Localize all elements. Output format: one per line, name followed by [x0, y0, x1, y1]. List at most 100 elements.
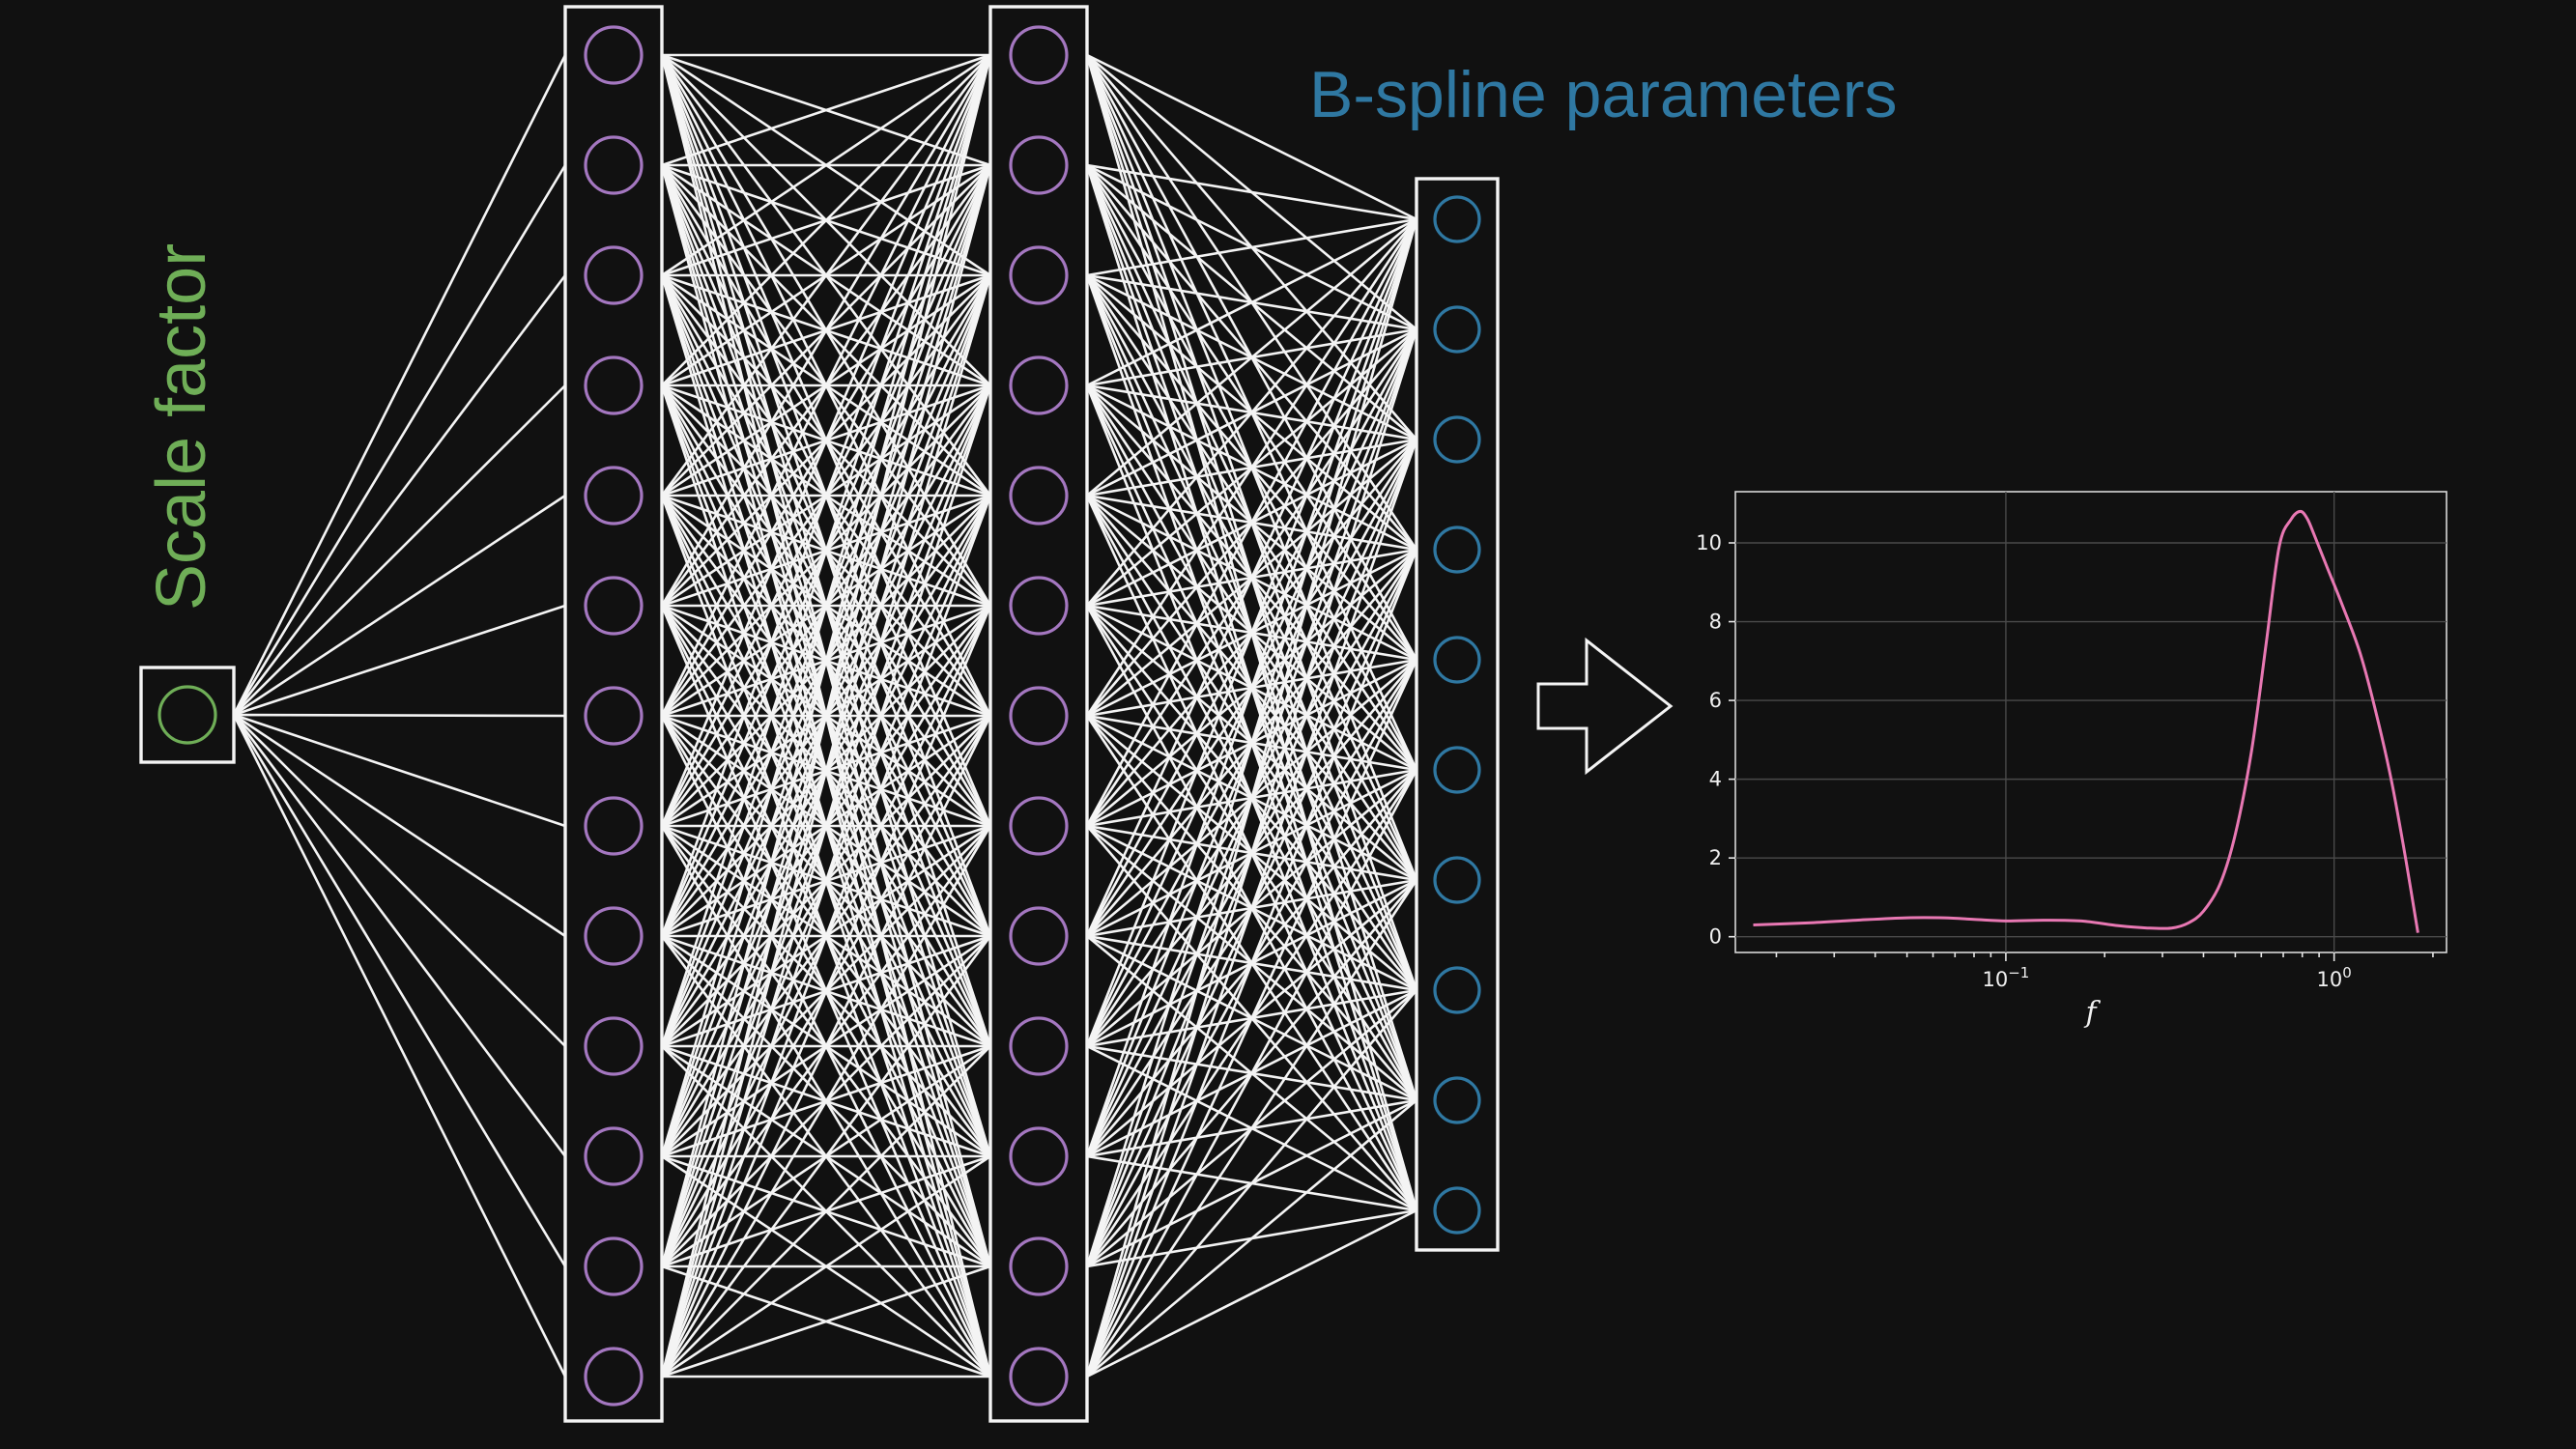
output-layer-label: B-spline parameters: [1309, 58, 1897, 131]
x-tick-label: 10−1: [1982, 964, 2029, 991]
connection-hidden-1-12-to-hidden-2-0: [660, 54, 992, 1378]
connection-hidden-2-1-to-output-0: [1086, 163, 1417, 221]
node-hidden-2-4: [1009, 466, 1069, 526]
node-hidden-1-0: [584, 25, 644, 85]
layer-hidden-1-box: [563, 5, 664, 1423]
node-hidden-1-5: [584, 576, 644, 636]
connection-hidden-1-3-to-hidden-2-0: [661, 54, 991, 386]
connection-hidden-2-12-to-output-1: [1085, 328, 1418, 1378]
connection-input-0-to-hidden-1-7: [233, 713, 566, 828]
connection-hidden-1-12-to-hidden-2-6: [660, 715, 992, 1378]
connection-hidden-1-12-to-hidden-2-7: [660, 825, 992, 1378]
x-axis-label: f: [2083, 996, 2101, 1030]
connection-input-0-to-hidden-1-5: [233, 604, 566, 717]
spline-chart: 0 2 4 6 8 10 10−1 100 f: [1696, 491, 2447, 1030]
connection-hidden-2-11-to-output-0: [1085, 218, 1418, 1267]
connection-hidden-2-8-to-output-0: [1085, 218, 1418, 937]
connection-hidden-2-9-to-output-0: [1085, 218, 1418, 1047]
node-output-6: [1433, 856, 1481, 904]
connection-hidden-2-7-to-output-0: [1085, 218, 1418, 827]
x-tick-label: 100: [2317, 964, 2352, 991]
y-tick-label: 4: [1709, 768, 1722, 791]
connection-hidden-2-12-to-output-7: [1086, 989, 1417, 1378]
connection-hidden-1-12-to-hidden-2-10: [661, 1154, 991, 1378]
node-hidden-1-7: [584, 796, 644, 856]
node-hidden-1-3: [584, 355, 644, 415]
right-arrow-icon: [1536, 637, 1674, 776]
connection-hidden-2-12-to-output-9: [1086, 1208, 1417, 1378]
layer-input: [139, 666, 236, 764]
connection-hidden-2-2-to-output-0: [1086, 217, 1417, 277]
connection-hidden-1-12-to-hidden-2-1: [660, 164, 992, 1378]
input-layer-label: Scale factor: [143, 243, 220, 611]
node-hidden-2-5: [1009, 576, 1069, 636]
node-hidden-1-9: [584, 1016, 644, 1076]
node-output-5: [1433, 746, 1481, 794]
node-hidden-1-4: [584, 466, 644, 526]
connection-hidden-1-12-to-hidden-2-5: [660, 605, 992, 1378]
connection-hidden-2-5-to-output-0: [1086, 218, 1417, 607]
connection-hidden-1-11-to-hidden-2-0: [660, 54, 992, 1267]
node-hidden-2-1: [1009, 135, 1069, 195]
node-output-1: [1433, 305, 1481, 354]
node-hidden-2-11: [1009, 1236, 1069, 1296]
chart-grid: [1735, 492, 2447, 952]
chart-ticks: 0 2 4 6 8 10 10−1 100: [1696, 531, 2434, 991]
connection-hidden-2-6-to-output-0: [1085, 218, 1418, 717]
layer-hidden-2: [988, 5, 1089, 1423]
node-input-0: [157, 685, 217, 745]
layer-hidden-1: [563, 5, 664, 1423]
node-hidden-1-10: [584, 1126, 644, 1186]
node-hidden-2-7: [1009, 796, 1069, 856]
node-hidden-1-8: [584, 906, 644, 966]
node-hidden-2-3: [1009, 355, 1069, 415]
connection-hidden-1-8-to-hidden-2-0: [660, 54, 992, 937]
connection-hidden-1-1-to-hidden-2-0: [661, 53, 991, 167]
node-output-7: [1433, 966, 1481, 1014]
network-connections: [232, 53, 1418, 1378]
connection-hidden-2-3-to-output-0: [1086, 217, 1417, 387]
connection-hidden-1-6-to-hidden-2-0: [660, 54, 992, 717]
connection-input-0-to-hidden-1-6: [233, 713, 566, 718]
connection-input-0-to-hidden-1-0: [232, 54, 567, 716]
node-output-9: [1433, 1186, 1481, 1235]
connection-hidden-1-4-to-hidden-2-0: [660, 54, 992, 497]
y-tick-label: 6: [1709, 689, 1722, 712]
y-tick-label: 0: [1709, 925, 1722, 949]
connection-input-0-to-hidden-1-9: [233, 714, 566, 1047]
node-output-0: [1433, 195, 1481, 243]
connection-hidden-2-12-to-output-2: [1085, 439, 1418, 1378]
node-hidden-1-11: [584, 1236, 644, 1296]
connection-input-0-to-hidden-1-10: [232, 714, 567, 1157]
node-hidden-2-6: [1009, 686, 1069, 746]
connection-hidden-2-12-to-output-0: [1085, 218, 1418, 1378]
connection-hidden-1-10-to-hidden-2-0: [660, 54, 992, 1157]
connection-hidden-2-12-to-output-5: [1085, 769, 1418, 1378]
network-layers: [139, 5, 1500, 1423]
connection-input-0-to-hidden-1-2: [232, 274, 567, 716]
node-hidden-2-2: [1009, 245, 1069, 305]
layer-output-box: [1415, 177, 1500, 1252]
connection-input-0-to-hidden-1-12: [232, 714, 567, 1378]
connection-hidden-2-0-to-output-0: [1086, 53, 1417, 221]
connection-hidden-1-12-to-hidden-2-8: [660, 935, 992, 1378]
connection-input-0-to-hidden-1-1: [232, 164, 567, 716]
connection-hidden-2-12-to-output-8: [1086, 1099, 1417, 1378]
connection-hidden-1-12-to-hidden-2-11: [661, 1264, 991, 1378]
connection-input-0-to-hidden-1-3: [233, 384, 566, 716]
connection-hidden-2-4-to-output-0: [1086, 218, 1417, 497]
connection-hidden-1-7-to-hidden-2-0: [660, 54, 992, 827]
connection-input-0-to-hidden-1-4: [233, 494, 566, 717]
node-hidden-2-9: [1009, 1016, 1069, 1076]
connection-hidden-2-12-to-output-4: [1085, 659, 1418, 1378]
y-tick-label: 10: [1696, 531, 1722, 554]
connection-hidden-1-12-to-hidden-2-3: [660, 384, 992, 1378]
connection-hidden-1-5-to-hidden-2-0: [660, 54, 992, 607]
connection-hidden-1-12-to-hidden-2-2: [660, 274, 992, 1378]
connection-input-0-to-hidden-1-8: [233, 713, 566, 938]
layer-hidden-2-box: [988, 5, 1089, 1423]
connection-hidden-1-12-to-hidden-2-9: [661, 1045, 991, 1378]
node-output-3: [1433, 526, 1481, 574]
chart-axes-frame: [1734, 491, 2447, 953]
